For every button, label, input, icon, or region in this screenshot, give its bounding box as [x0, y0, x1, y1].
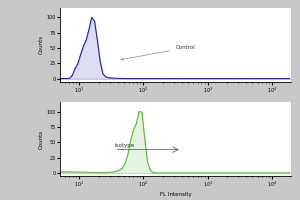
- Text: Isotype: Isotype: [115, 143, 135, 148]
- Text: Control: Control: [121, 45, 195, 60]
- X-axis label: FL Intensity: FL Intensity: [160, 192, 191, 197]
- Y-axis label: Counts: Counts: [39, 130, 44, 149]
- Y-axis label: Counts: Counts: [39, 35, 44, 54]
